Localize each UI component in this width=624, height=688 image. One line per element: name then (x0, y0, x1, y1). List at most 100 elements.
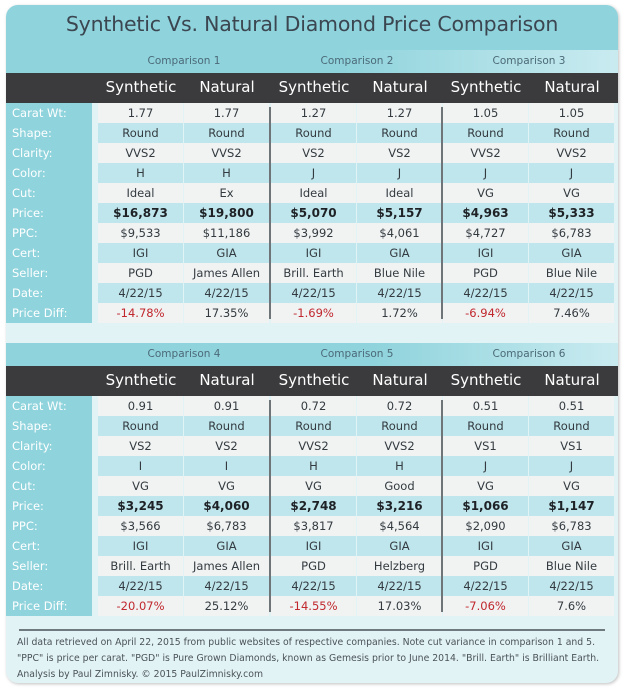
column-header-synthetic: Synthetic (450, 78, 522, 96)
cell-natural-value: Round (529, 416, 614, 436)
cell-natural-value: VVS2 (184, 143, 269, 163)
row-label: PPC: (6, 516, 92, 536)
cell-synthetic-value: 4/22/15 (98, 576, 183, 596)
cell-natural-value: GIA (357, 243, 442, 263)
cell-natural-value: 1.72% (357, 303, 442, 323)
table-row: Cut: VG VG VG Good VG VG (6, 476, 618, 496)
cell-natural-value: 4/22/15 (357, 576, 442, 596)
cell-synthetic-value: Round (271, 123, 356, 143)
cell-synthetic-value: Round (271, 416, 356, 436)
cell-synthetic-value: PGD (271, 556, 356, 576)
table-row: Clarity: VVS2 VVS2 VS2 VS2 VVS2 VVS2 (6, 143, 618, 163)
cell-natural-value: $6,783 (529, 223, 614, 243)
title-band (6, 5, 618, 50)
cell-natural-value: James Allen (184, 556, 269, 576)
cell-natural-value: $4,061 (357, 223, 442, 243)
cell-natural-value: 17.03% (357, 596, 442, 616)
comparison-label: Comparison 3 (492, 55, 566, 67)
row-label: Clarity: (6, 143, 92, 163)
table-row: Price: $3,245 $4,060 $2,748 $3,216 $1,066 $1,1… (6, 496, 618, 516)
cell-synthetic-value: Round (443, 123, 528, 143)
cell-natural-value: $6,783 (529, 516, 614, 536)
comparison-label: Comparison 4 (147, 348, 221, 360)
cell-synthetic-value: Brill. Earth (271, 263, 356, 283)
column-header-natural: Natural (199, 371, 255, 389)
row-label: Seller: (6, 556, 92, 576)
cell-synthetic-value: -6.94% (443, 303, 528, 323)
row-label: Cert: (6, 243, 92, 263)
cell-synthetic-value: VVS2 (443, 143, 528, 163)
row-label: Cut: (6, 183, 92, 203)
cell-natural-value: 1.05 (529, 103, 614, 123)
row-label: Color: (6, 163, 92, 183)
group-divider (269, 107, 271, 319)
cell-synthetic-value: Round (98, 123, 183, 143)
cell-natural-value: $11,186 (184, 223, 269, 243)
table-row: Clarity: VS2 VS2 VVS2 VVS2 VS1 VS1 (6, 436, 618, 456)
cell-natural-value: H (357, 456, 442, 476)
row-label: Date: (6, 576, 92, 596)
cell-synthetic-value: Round (443, 416, 528, 436)
cell-synthetic-value: 0.91 (98, 396, 183, 416)
table-row: Color: I I H H J J (6, 456, 618, 476)
table-row: Cert: IGI GIA IGI GIA IGI GIA (6, 243, 618, 263)
cell-synthetic-price: $16,873 (98, 203, 183, 223)
table-row: PPC: $9,533 $11,186 $3,992 $4,061 $4,727 $6,78… (6, 223, 618, 243)
cell-natural-value: 7.46% (529, 303, 614, 323)
table-row: Cut: Ideal Ex Ideal Ideal VG VG (6, 183, 618, 203)
cell-natural-value: Blue Nile (529, 263, 614, 283)
cell-natural-value: Blue Nile (529, 556, 614, 576)
cell-natural-value: GIA (529, 536, 614, 556)
cell-natural-price: $4,060 (184, 496, 269, 516)
cell-natural-value: 4/22/15 (529, 576, 614, 596)
table-row: Seller: Brill. Earth James Allen PGD Helzber… (6, 556, 618, 576)
cell-synthetic-value: 1.77 (98, 103, 183, 123)
cell-synthetic-value: PGD (443, 556, 528, 576)
cell-synthetic-value: -14.78% (98, 303, 183, 323)
column-header-synthetic: Synthetic (105, 371, 177, 389)
table-row: Seller: PGD James Allen Brill. Earth Blue Ni… (6, 263, 618, 283)
cell-natural-value: 0.91 (184, 396, 269, 416)
cell-natural-value: James Allen (184, 263, 269, 283)
cell-synthetic-price: $3,245 (98, 496, 183, 516)
cell-synthetic-value: VG (271, 476, 356, 496)
row-label: Color: (6, 456, 92, 476)
cell-synthetic-value: 1.27 (271, 103, 356, 123)
cell-natural-value: GIA (184, 243, 269, 263)
cell-natural-price: $5,157 (357, 203, 442, 223)
cell-natural-value: VVS2 (529, 143, 614, 163)
table-row: Price Diff: -14.78% 17.35% -1.69% 1.72% -6.94… (6, 303, 618, 323)
cell-natural-value: $4,564 (357, 516, 442, 536)
cell-natural-value: J (529, 456, 614, 476)
cell-synthetic-value: IGI (271, 536, 356, 556)
cell-natural-value: 1.27 (357, 103, 442, 123)
cell-natural-value: 4/22/15 (184, 576, 269, 596)
table-row: Shape: Round Round Round Round Round Round (6, 416, 618, 436)
row-label: PPC: (6, 223, 92, 243)
comparison-block-top: Comparison 1 Comparison 2 Comparison 3 Synt… (6, 50, 618, 323)
cell-natural-value: VS2 (184, 436, 269, 456)
group-divider (269, 400, 271, 612)
column-header-natural: Natural (372, 78, 428, 96)
cell-natural-value: GIA (529, 243, 614, 263)
row-label: Shape: (6, 123, 92, 143)
cell-synthetic-price: $1,066 (443, 496, 528, 516)
cell-natural-value: 4/22/15 (184, 283, 269, 303)
column-header-synthetic: Synthetic (278, 78, 350, 96)
table-row: Carat Wt: 0.91 0.91 0.72 0.72 0.51 0.51 (6, 396, 618, 416)
cell-synthetic-value: $3,992 (271, 223, 356, 243)
cell-synthetic-value: VS2 (271, 143, 356, 163)
cell-natural-value: J (357, 163, 442, 183)
cell-natural-price: $19,800 (184, 203, 269, 223)
table-row: Shape: Round Round Round Round Round Round (6, 123, 618, 143)
column-header-row: Synthetic Natural Synthetic Natural Syntheti… (6, 366, 618, 396)
cell-natural-price: $3,216 (357, 496, 442, 516)
cell-natural-value: VG (529, 183, 614, 203)
cell-synthetic-value: VG (98, 476, 183, 496)
cell-synthetic-value: 1.05 (443, 103, 528, 123)
row-label: Clarity: (6, 436, 92, 456)
cell-natural-value: Round (184, 123, 269, 143)
footer-note: All data retrieved on April 22, 2015 fro… (17, 637, 600, 680)
cell-natural-value: Round (357, 123, 442, 143)
cell-synthetic-value: I (98, 456, 183, 476)
